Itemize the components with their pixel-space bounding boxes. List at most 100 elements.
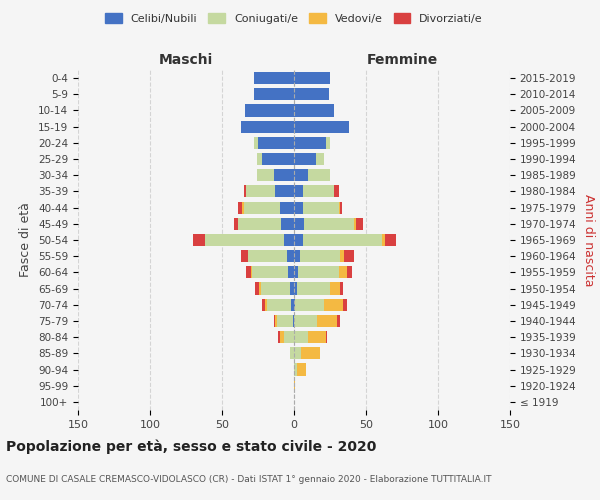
Bar <box>244 202 294 213</box>
Bar <box>294 380 295 392</box>
Bar <box>262 153 294 165</box>
Bar <box>280 202 294 213</box>
Bar <box>294 266 347 278</box>
Bar <box>248 250 294 262</box>
Bar <box>277 315 294 327</box>
Bar <box>294 298 324 311</box>
Bar <box>294 137 326 149</box>
Bar <box>254 72 294 84</box>
Bar <box>257 169 294 181</box>
Bar <box>257 153 294 165</box>
Bar <box>294 202 341 213</box>
Bar <box>254 72 294 84</box>
Bar <box>294 186 334 198</box>
Y-axis label: Fasce di età: Fasce di età <box>19 202 32 278</box>
Bar <box>294 104 334 117</box>
Bar <box>294 88 329 101</box>
Bar <box>294 266 338 278</box>
Bar <box>294 186 302 198</box>
Bar <box>294 218 363 230</box>
Bar <box>294 380 295 392</box>
Bar <box>294 364 305 376</box>
Bar <box>255 282 294 294</box>
Bar <box>241 120 294 132</box>
Bar <box>294 104 334 117</box>
Bar <box>290 348 294 360</box>
Bar <box>294 234 302 246</box>
Text: Maschi: Maschi <box>159 53 213 67</box>
Bar <box>294 202 302 213</box>
Bar <box>294 120 349 132</box>
Bar <box>294 169 330 181</box>
Y-axis label: Anni di nascita: Anni di nascita <box>582 194 595 286</box>
Bar <box>247 186 294 198</box>
Bar <box>294 218 356 230</box>
Bar <box>254 72 294 84</box>
Bar <box>294 331 326 343</box>
Bar <box>294 298 343 311</box>
Bar <box>245 104 294 117</box>
Bar <box>294 72 330 84</box>
Bar <box>294 104 334 117</box>
Bar <box>294 202 340 213</box>
Bar <box>294 298 347 311</box>
Bar <box>294 348 320 360</box>
Bar <box>254 88 294 101</box>
Bar <box>254 88 294 101</box>
Bar <box>294 72 330 84</box>
Bar <box>294 234 382 246</box>
Bar <box>257 169 294 181</box>
Bar <box>294 218 355 230</box>
Bar <box>284 331 294 343</box>
Bar <box>241 120 294 132</box>
Bar <box>294 72 330 84</box>
Bar <box>294 298 295 311</box>
Bar <box>294 120 349 132</box>
Bar <box>294 120 349 132</box>
Bar <box>244 186 294 198</box>
Bar <box>254 88 294 101</box>
Bar <box>294 266 352 278</box>
Bar <box>294 88 329 101</box>
Bar <box>294 250 355 262</box>
Bar <box>280 331 294 343</box>
Bar <box>252 266 294 278</box>
Bar <box>266 298 294 311</box>
Bar <box>238 218 294 230</box>
Bar <box>241 250 294 262</box>
Bar <box>294 137 330 149</box>
Bar <box>294 218 304 230</box>
Bar <box>294 315 317 327</box>
Bar <box>245 104 294 117</box>
Bar <box>242 202 294 213</box>
Bar <box>294 120 349 132</box>
Bar <box>259 282 294 294</box>
Bar <box>293 315 294 327</box>
Bar <box>294 282 343 294</box>
Bar <box>294 153 324 165</box>
Bar <box>294 153 324 165</box>
Bar <box>238 202 294 213</box>
Bar <box>254 137 294 149</box>
Text: Popolazione per età, sesso e stato civile - 2020: Popolazione per età, sesso e stato civil… <box>6 440 376 454</box>
Bar <box>291 298 294 311</box>
Bar <box>294 88 329 101</box>
Bar <box>258 137 294 149</box>
Bar <box>294 250 344 262</box>
Bar <box>294 331 327 343</box>
Legend: Celibi/Nubili, Coniugati/e, Vedovi/e, Divorziati/e: Celibi/Nubili, Coniugati/e, Vedovi/e, Di… <box>103 10 485 26</box>
Bar <box>257 153 294 165</box>
Bar <box>294 137 330 149</box>
Bar <box>294 364 297 376</box>
Bar <box>294 348 301 360</box>
Bar <box>294 348 320 360</box>
Bar <box>254 137 294 149</box>
Bar <box>294 104 334 117</box>
Bar <box>290 348 294 360</box>
Bar <box>275 186 294 198</box>
Bar <box>278 331 294 343</box>
Bar <box>281 218 294 230</box>
Bar <box>275 315 294 327</box>
Bar <box>205 234 294 246</box>
Bar <box>294 234 396 246</box>
